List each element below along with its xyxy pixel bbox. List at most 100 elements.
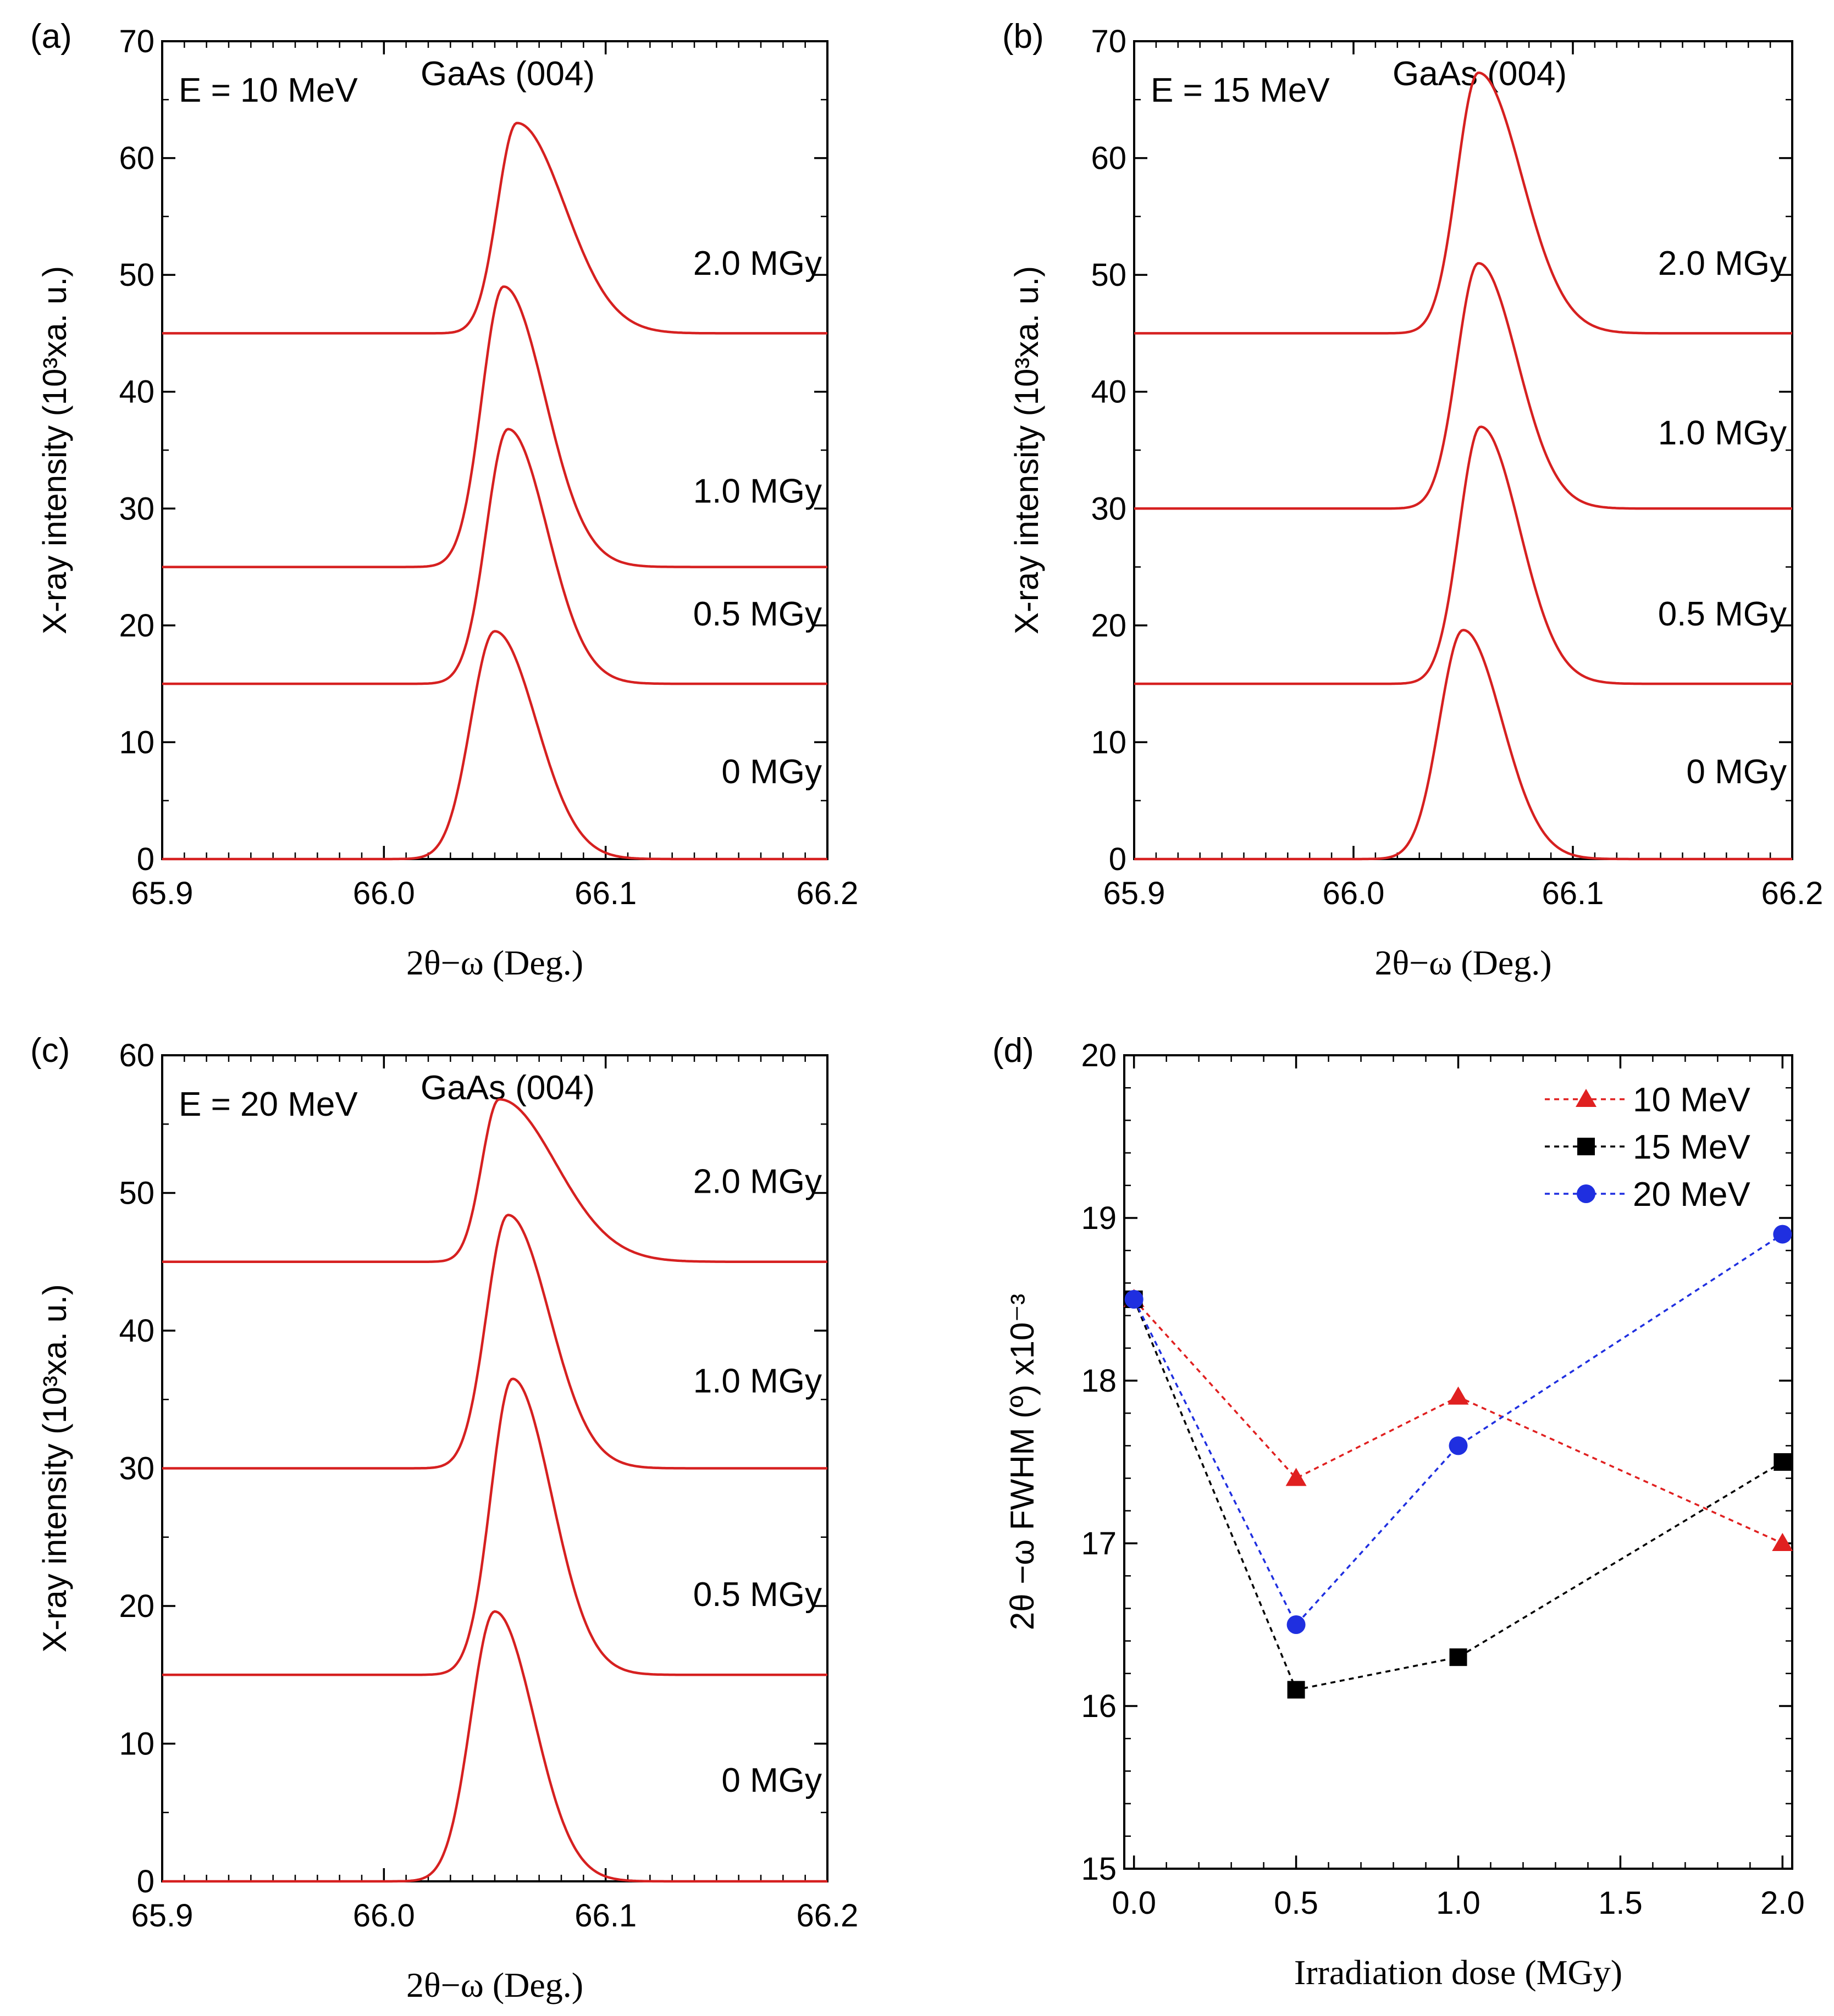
x-tick-label: 66.2 bbox=[1761, 876, 1824, 911]
y-axis-title: X-ray intensity (10³xa. u.) bbox=[1008, 266, 1045, 634]
x-tick-label: 66.1 bbox=[1542, 876, 1604, 911]
y-tick-label: 70 bbox=[1091, 24, 1126, 59]
x-axis-title: 2θ−ω (Deg.) bbox=[1374, 943, 1551, 982]
curve-0mgy bbox=[1134, 629, 1792, 861]
x-tick-label: 66.0 bbox=[353, 876, 415, 911]
panel-c: 65.9 66.0 66.1 66.2 0 10 20 30 40 50 60 (c) 2θ−ω (De… bbox=[30, 1032, 858, 2004]
y-tick-label: 30 bbox=[1091, 491, 1126, 527]
x-tick-label: 0.5 bbox=[1274, 1885, 1318, 1921]
y-tick-label: 15 bbox=[1081, 1851, 1117, 1887]
legend-label: 10 MeV bbox=[1633, 1081, 1750, 1119]
x-tick-label: 65.9 bbox=[1103, 876, 1165, 911]
y-tick-label: 30 bbox=[119, 1451, 154, 1487]
curve-10mgy bbox=[1134, 262, 1792, 510]
x-tick-label: 1.5 bbox=[1598, 1885, 1643, 1921]
x-tick-label: 66.2 bbox=[797, 1898, 859, 1934]
x-tick-label: 66.0 bbox=[1323, 876, 1385, 911]
y-axis-title: X-ray intensity (10³xa. u.) bbox=[36, 1284, 73, 1652]
data-point-20-mev bbox=[1773, 1225, 1792, 1244]
data-point-15-mev bbox=[1774, 1453, 1792, 1471]
x-axis-title: 2θ−ω (Deg.) bbox=[406, 1965, 583, 2004]
series-label: 2.0 MGy bbox=[1658, 245, 1787, 283]
curve-05mgy bbox=[1134, 425, 1792, 685]
y-tick-label: 10 bbox=[119, 1726, 154, 1762]
curve-0mgy bbox=[162, 1610, 827, 1883]
series-label: 1.0 MGy bbox=[693, 473, 822, 511]
x-tick-label: 65.9 bbox=[131, 1898, 194, 1934]
legend-label: 15 MeV bbox=[1633, 1128, 1750, 1166]
y-tick-label: 0 bbox=[1109, 841, 1126, 877]
y-tick-label: 20 bbox=[1091, 608, 1126, 644]
series-label: 2.0 MGy bbox=[693, 245, 822, 283]
y-tick-label: 50 bbox=[119, 257, 154, 293]
curve-20mgy bbox=[162, 121, 827, 335]
series-label: 0 MGy bbox=[1686, 753, 1787, 791]
x-tick-label: 0.0 bbox=[1112, 1885, 1156, 1921]
y-tick-label: 40 bbox=[119, 1313, 154, 1349]
x-tick-label: 66.0 bbox=[353, 1898, 415, 1934]
y-tick-label: 0 bbox=[137, 1864, 154, 1899]
y-tick-label: 17 bbox=[1081, 1526, 1117, 1561]
legend-label: 20 MeV bbox=[1633, 1176, 1750, 1214]
y-tick-label: 0 bbox=[137, 841, 154, 877]
y-tick-label: 10 bbox=[119, 724, 154, 760]
y-tick-label: 20 bbox=[119, 1588, 154, 1624]
legend-marker bbox=[1577, 1184, 1595, 1203]
x-tick-label: 65.9 bbox=[131, 876, 194, 911]
panel-a: 65.9 66.0 66.1 66.2 0 10 20 30 40 50 60 70 (a) 2θ−ω (… bbox=[30, 18, 858, 982]
y-tick-label: 10 bbox=[1091, 724, 1126, 760]
panel-b: 65.9 66.0 66.1 66.2 0 10 20 30 40 50 60 70 (b) 2θ−ω (… bbox=[1002, 18, 1823, 982]
data-point-10-mev bbox=[1772, 1533, 1793, 1551]
y-tick-label: 19 bbox=[1081, 1200, 1117, 1236]
series-label: 0 MGy bbox=[721, 1762, 822, 1799]
y-tick-label: 50 bbox=[119, 1176, 154, 1211]
x-tick-label: 66.1 bbox=[574, 1898, 637, 1934]
data-point-20-mev bbox=[1286, 1615, 1306, 1634]
panel-label: (c) bbox=[30, 1032, 70, 1070]
data-point-15-mev bbox=[1287, 1681, 1305, 1699]
data-point-20-mev bbox=[1449, 1436, 1468, 1455]
data-point-10-mev bbox=[1285, 1467, 1307, 1486]
curve-20mgy bbox=[162, 1098, 827, 1264]
y-tick-label: 60 bbox=[119, 141, 154, 176]
curve-0mgy bbox=[162, 630, 827, 861]
x-tick-label: 66.1 bbox=[574, 876, 637, 911]
x-axis-title: Irradiation dose (MGy) bbox=[1294, 1953, 1622, 1992]
curve-05mgy bbox=[162, 1377, 827, 1676]
x-tick-label: 1.0 bbox=[1436, 1885, 1481, 1921]
y-tick-label: 50 bbox=[1091, 257, 1126, 293]
plot-frame bbox=[161, 40, 828, 860]
x-tick-label: 2.0 bbox=[1760, 1885, 1805, 1921]
series-label: 1.0 MGy bbox=[1658, 414, 1787, 452]
energy-label: E = 15 MeV bbox=[1151, 71, 1330, 109]
series-label: 0.5 MGy bbox=[1658, 595, 1787, 633]
y-tick-label: 18 bbox=[1081, 1363, 1117, 1399]
data-point-15-mev bbox=[1449, 1648, 1467, 1666]
chart-title: GaAs (004) bbox=[421, 55, 595, 93]
series-line bbox=[1133, 1233, 1783, 1627]
panel-label: (b) bbox=[1002, 18, 1044, 56]
energy-label: E = 10 MeV bbox=[179, 71, 358, 109]
series-line bbox=[1133, 1299, 1783, 1691]
y-tick-label: 60 bbox=[119, 1038, 154, 1073]
y-tick-label: 60 bbox=[1091, 141, 1126, 176]
series-label: 0.5 MGy bbox=[693, 595, 822, 633]
legend-marker bbox=[1576, 1089, 1597, 1107]
y-tick-label: 20 bbox=[119, 608, 154, 644]
y-tick-label: 40 bbox=[119, 374, 154, 410]
curve-10mgy bbox=[162, 1214, 827, 1470]
series-label: 1.0 MGy bbox=[693, 1363, 822, 1400]
x-tick-label: 66.2 bbox=[797, 876, 859, 911]
series-label: 0.5 MGy bbox=[693, 1576, 822, 1614]
series-label: 0 MGy bbox=[721, 753, 822, 791]
x-axis-title: 2θ−ω (Deg.) bbox=[406, 943, 583, 982]
data-point-20-mev bbox=[1124, 1290, 1144, 1309]
panel-d: 0.0 0.5 1.0 1.5 2.0 15 16 17 18 19 20 (d) Irradiatio… bbox=[992, 1032, 1805, 1992]
energy-label: E = 20 MeV bbox=[179, 1085, 358, 1123]
curve-20mgy bbox=[1134, 71, 1792, 335]
y-axis-title: 2θ −ω FWHM (º) x10⁻³ bbox=[1004, 1294, 1041, 1630]
y-axis-title: X-ray intensity (10³xa. u.) bbox=[36, 266, 73, 634]
legend-marker bbox=[1577, 1138, 1595, 1155]
panel-label: (a) bbox=[30, 18, 72, 56]
